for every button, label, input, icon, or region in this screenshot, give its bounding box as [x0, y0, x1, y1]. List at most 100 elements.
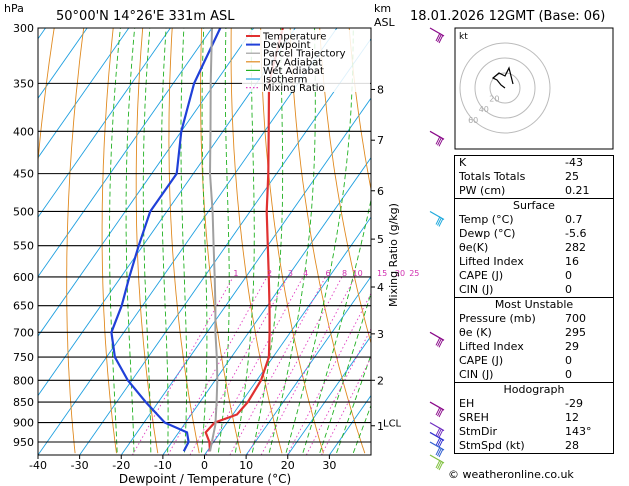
index-label: Pressure (mb)	[459, 312, 536, 325]
x-tick-label: 0	[201, 459, 208, 472]
index-value: 29	[565, 340, 579, 353]
index-row: θe (K) 295	[455, 326, 613, 340]
lcl-label: LCL	[383, 419, 402, 430]
index-label: Temp (°C)	[459, 213, 514, 226]
mixing-ratio-label: 8	[342, 269, 347, 278]
index-label: CAPE (J)	[459, 269, 504, 282]
pressure-tick-label: 550	[13, 240, 34, 253]
hodograph-box-title: Hodograph	[455, 382, 613, 397]
wind-barb-feather	[438, 439, 444, 448]
index-row: θe(K) 282	[455, 241, 613, 255]
legend-entry: Temperature	[262, 32, 326, 43]
mixing-ratio-line	[205, 276, 304, 455]
hodograph-ring	[459, 42, 551, 134]
series-parcel-trajectory	[208, 28, 219, 452]
mixing-ratio-label: 10	[353, 269, 363, 278]
mixing-ratio-label: 25	[409, 269, 419, 278]
index-value: -43	[565, 156, 583, 169]
wet-adiabat-line	[285, 28, 354, 455]
km-tick-label: 6	[377, 185, 384, 198]
dry-adiabat-line	[260, 28, 324, 454]
axes-labels: 3003504004505005506006507007508008509009…	[13, 22, 402, 472]
km-tick-label: 5	[377, 233, 384, 246]
pressure-tick-label: 900	[13, 417, 34, 430]
x-tick-label: -40	[29, 459, 47, 472]
km-tick-label: 7	[377, 134, 384, 147]
isotherm-line	[38, 28, 296, 397]
legend-entry: Isotherm	[263, 75, 307, 86]
wind-barb-feather	[438, 34, 444, 44]
index-row: SREH 12	[455, 411, 613, 425]
index-value: 0	[565, 354, 572, 367]
wind-barb-feather	[437, 407, 442, 417]
x-tick-label: -30	[71, 459, 89, 472]
x-tick-label: 20	[281, 459, 295, 472]
km-tick-label: 1	[377, 420, 384, 433]
km-tick-label: 8	[377, 83, 384, 96]
hodograph-ring	[474, 57, 536, 119]
index-value: 0	[565, 283, 572, 296]
dry-adiabat-line	[38, 28, 55, 166]
index-label: Totals Totals	[459, 170, 526, 183]
legend-entry: Dewpoint	[263, 40, 311, 51]
isotherm-line	[38, 28, 338, 455]
wind-barb	[429, 210, 445, 220]
wind-barb-feather	[437, 428, 442, 437]
location-title: 50°00'N 14°26'E 331m ASL	[56, 9, 235, 24]
wet-adiabat-line	[109, 28, 121, 455]
index-row: PW (cm) 0.21	[455, 184, 613, 198]
pressure-tick-label: 950	[13, 436, 34, 449]
index-label: Lifted Index	[459, 340, 524, 353]
legend-entry: Dry Adiabat	[263, 57, 322, 68]
wind-barb-feather	[438, 429, 444, 438]
pressure-tick-label: 800	[13, 374, 34, 387]
index-label: EH	[459, 397, 475, 410]
index-row: CAPE (J) 0	[455, 354, 613, 368]
wind-barb-feather	[435, 446, 441, 456]
surface-title: Surface	[455, 198, 613, 213]
index-row: EH -29	[455, 397, 613, 411]
index-row: Totals Totals 25	[455, 170, 613, 184]
index-row: CAPE (J) 0	[455, 269, 613, 283]
index-label: Dewp (°C)	[459, 227, 516, 240]
wind-barb-feather	[435, 136, 441, 145]
series-temperature	[204, 28, 284, 452]
legend-entry: Parcel Trajectory	[263, 49, 346, 60]
mixing-ratio-axis-title: Mixing Ratio (g/kg)	[387, 203, 400, 307]
copyright: © weatheronline.co.uk	[448, 468, 574, 481]
hodograph-frame	[454, 27, 614, 150]
wind-barb	[429, 401, 445, 411]
wind-barb	[429, 130, 445, 140]
run-title: 18.01.2026 12GMT (Base: 06)	[410, 9, 605, 24]
x-tick-label: 30	[322, 459, 336, 472]
index-value: 143°	[565, 425, 592, 438]
most-unstable-title: Most Unstable	[455, 297, 613, 312]
km-label: km	[374, 2, 391, 15]
dry-adiabat-line	[168, 28, 200, 454]
index-value: 12	[565, 411, 579, 424]
mixing-ratio-label: 2	[267, 269, 272, 278]
hodograph-unit: kt	[459, 32, 468, 42]
hodograph-ring-label: 20	[489, 95, 499, 104]
index-row: StmDir 143°	[455, 425, 613, 439]
index-row: StmSpd (kt) 28	[455, 439, 613, 453]
wet-adiabat-line	[335, 353, 371, 455]
wind-barb-feather	[437, 438, 442, 447]
km-tick-label: 2	[377, 374, 384, 387]
wind-barb-feather	[435, 32, 441, 42]
wind-barb-feather	[437, 460, 442, 470]
isotherm-line	[38, 28, 130, 159]
mixing-ratio-line	[229, 276, 326, 455]
mixing-ratio-label: 6	[326, 269, 331, 278]
index-row: Pressure (mb) 700	[455, 312, 613, 326]
wind-barb-feather	[437, 137, 442, 146]
pressure-tick-label: 600	[13, 271, 34, 284]
index-label: SREH	[459, 411, 489, 424]
index-value: 0.7	[565, 213, 583, 226]
mixing-ratio-label: 20	[395, 269, 405, 278]
dry-adiabat-line	[348, 28, 371, 192]
index-label: StmSpd (kt)	[459, 439, 525, 452]
km-tick-label: 3	[377, 328, 384, 341]
index-row: Lifted Index 16	[455, 255, 613, 269]
